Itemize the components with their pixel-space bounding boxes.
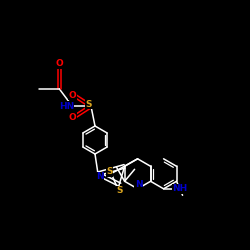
Text: O: O (69, 91, 76, 100)
Text: O: O (69, 112, 76, 122)
Text: S: S (106, 167, 112, 176)
Text: O: O (55, 59, 63, 68)
Text: NH: NH (172, 184, 187, 193)
Text: N: N (135, 180, 142, 189)
Text: S: S (117, 186, 123, 196)
Text: N: N (96, 172, 104, 181)
Text: HN: HN (59, 102, 74, 111)
Text: S: S (86, 100, 92, 109)
